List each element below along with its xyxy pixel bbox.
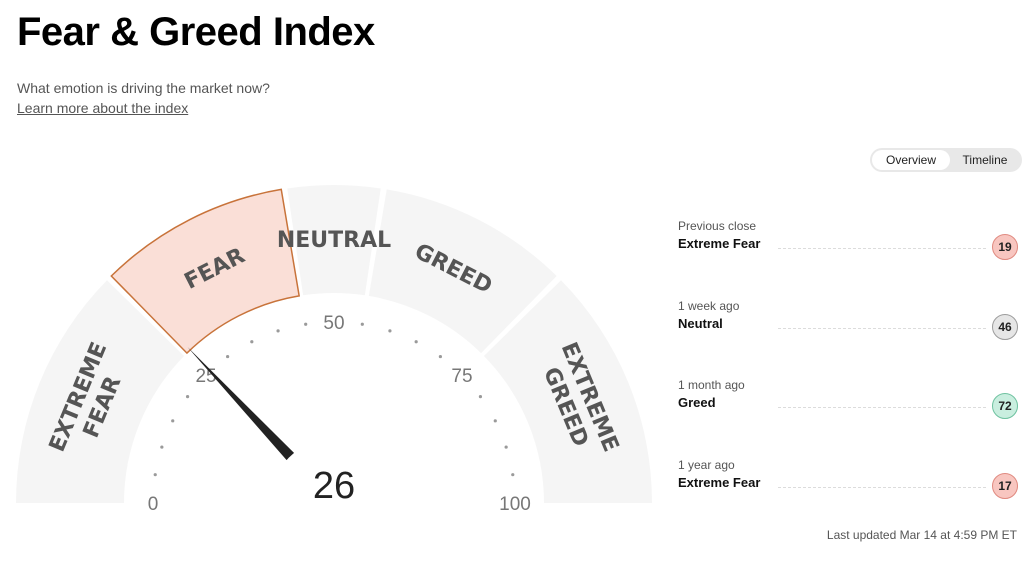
scale-label-0: 0 — [148, 494, 159, 515]
timeline-toggle-button[interactable]: Timeline — [962, 153, 1008, 167]
history-row: 1 year ago Extreme Fear 17 — [678, 451, 1018, 531]
scale-dot — [153, 473, 157, 477]
page-title: Fear & Greed Index — [17, 10, 375, 54]
gauge-needle — [187, 347, 311, 478]
scale-dot — [276, 329, 280, 333]
history-rating: Greed — [678, 395, 716, 410]
scale-label-100: 100 — [499, 494, 531, 515]
gauge-segment-neutral — [287, 184, 381, 296]
history-list: Previous close Extreme Fear 19 1 week ago Ne… — [678, 212, 1018, 530]
gauge-segment-extreme-greed — [483, 280, 652, 503]
history-value-badge: 46 — [992, 313, 1018, 340]
history-rating: Neutral — [678, 315, 723, 331]
history-leader-line — [778, 486, 986, 488]
gauge-center — [270, 439, 398, 520]
history-rating: Extreme Fear — [678, 236, 761, 251]
scale-label-75: 75 — [451, 366, 472, 387]
history-row: 1 month ago Greed 72 — [678, 371, 1018, 451]
scale-dot — [511, 473, 515, 477]
history-period: 1 year ago — [678, 457, 735, 472]
segment-label-line: NEUTRAL — [277, 228, 391, 253]
history-value-badge: 17 — [992, 472, 1018, 499]
history-value-badge: 72 — [992, 393, 1018, 419]
scale-dot — [250, 340, 254, 344]
view-toggle: Overview Timeline — [870, 148, 1022, 172]
history-leader-line — [778, 407, 986, 408]
scale-dot — [304, 322, 308, 326]
scale-dot — [171, 419, 175, 423]
scale-dot — [438, 354, 442, 359]
scale-dot — [478, 395, 483, 399]
scale-dot — [493, 419, 497, 423]
scale-dot — [360, 322, 364, 326]
scale-dot — [160, 445, 164, 449]
scale-dot — [414, 340, 418, 344]
scale-label-50: 50 — [323, 313, 344, 334]
history-period: 1 week ago — [678, 298, 740, 313]
scale-dot — [226, 354, 230, 359]
history-row: 1 week ago Neutral 46 — [678, 292, 1018, 372]
gauge-value: 26 — [313, 465, 355, 507]
history-row: Previous close Extreme Fear 19 — [678, 212, 1018, 292]
last-updated: Last updated Mar 14 at 4:59 PM ET — [826, 528, 1017, 542]
history-period: Previous close — [678, 219, 757, 233]
scale-dot — [504, 445, 508, 449]
history-rating: Extreme Fear — [678, 474, 761, 490]
history-leader-line — [778, 248, 986, 249]
history-value-badge: 19 — [992, 234, 1018, 260]
learn-more-link[interactable]: Learn more about the index — [17, 100, 189, 116]
gauge-segment-fear — [110, 188, 301, 355]
overview-toggle-button[interactable]: Overview — [872, 150, 950, 170]
scale-dot — [185, 395, 190, 399]
page-subtitle: What emotion is driving the market now? — [17, 80, 270, 96]
gauge-segment-neutral-label: NEUTRAL — [277, 228, 391, 253]
scale-dot — [388, 329, 392, 333]
gauge-segment-greed — [368, 189, 557, 354]
history-leader-line — [778, 327, 986, 329]
history-period: 1 month ago — [678, 378, 745, 392]
gauge-segment-extreme-fear — [16, 280, 185, 503]
